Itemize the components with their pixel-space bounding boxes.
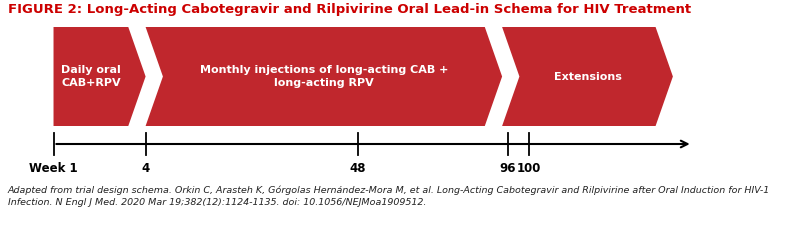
Polygon shape — [54, 27, 146, 126]
Text: 4: 4 — [142, 162, 150, 175]
Text: FIGURE 2: Long-Acting Cabotegravir and Rilpivirine Oral Lead-in Schema for HIV T: FIGURE 2: Long-Acting Cabotegravir and R… — [8, 3, 691, 16]
Text: Adapted from trial design schema. Orkin C, Arasteh K, Górgolas Hernández-Mora M,: Adapted from trial design schema. Orkin … — [8, 186, 770, 207]
Text: 96: 96 — [500, 162, 515, 175]
Polygon shape — [502, 27, 673, 126]
Polygon shape — [146, 27, 502, 126]
Text: 48: 48 — [350, 162, 366, 175]
Text: Extensions: Extensions — [553, 72, 622, 81]
Text: 100: 100 — [517, 162, 541, 175]
Text: Daily oral
CAB+RPV: Daily oral CAB+RPV — [61, 65, 120, 88]
Text: Monthly injections of long-acting CAB +
long-acting RPV: Monthly injections of long-acting CAB + … — [200, 65, 448, 88]
Text: Week 1: Week 1 — [29, 162, 78, 175]
